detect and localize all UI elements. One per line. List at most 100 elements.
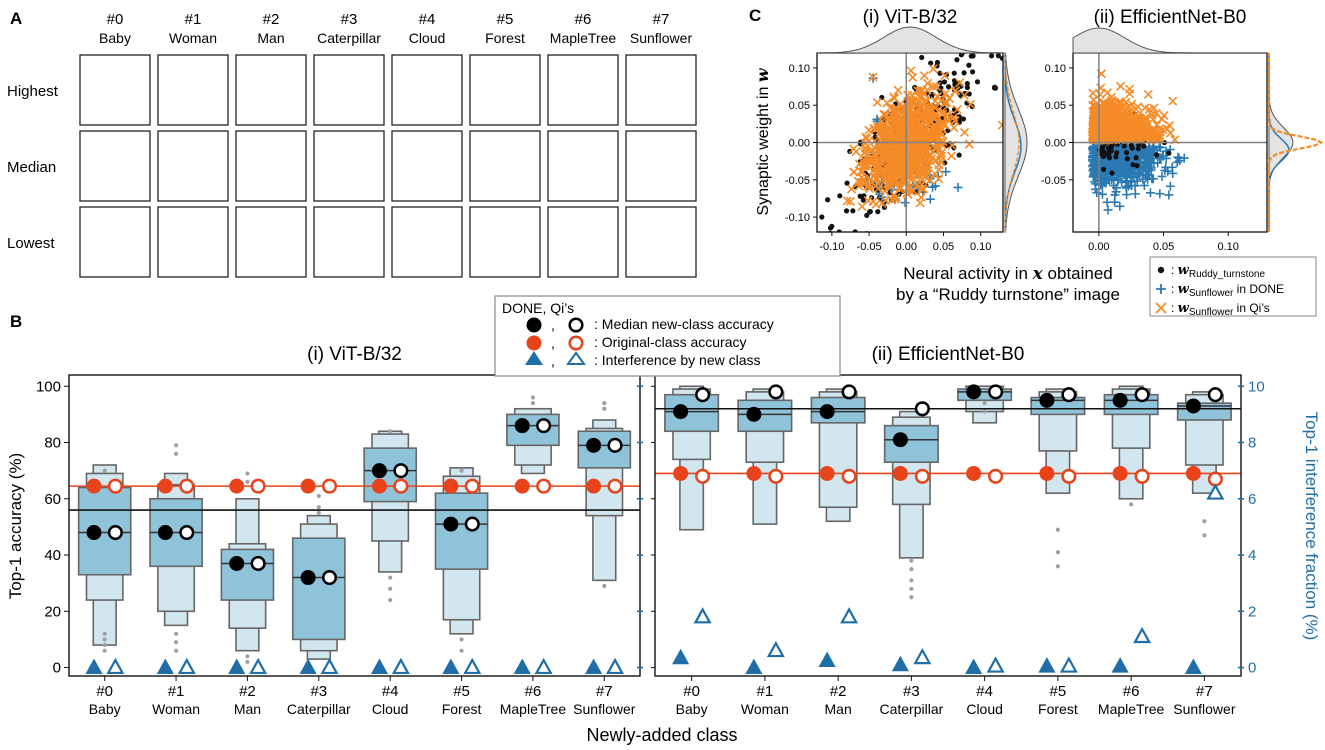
interference-done xyxy=(672,648,690,665)
x-tick-number: #0 xyxy=(683,683,700,700)
point-sunflower-qi xyxy=(1164,120,1175,130)
outlier-point xyxy=(245,479,250,484)
point-sunflower-qi xyxy=(908,186,918,196)
x-tick-label: 0.05 xyxy=(1153,241,1174,253)
box-level-2 xyxy=(883,424,939,464)
image-slot xyxy=(625,54,697,126)
point-sunflower-qi xyxy=(917,183,927,194)
point-sunflower-done xyxy=(1142,170,1152,180)
panel-b-legend: DONE, Qi’s,: Median new-class accuracy,:… xyxy=(494,295,841,377)
legend-colon: : xyxy=(1171,263,1178,277)
point-sunflower-qi xyxy=(1089,125,1099,135)
outlier-point xyxy=(909,567,914,572)
point-sunflower-qi xyxy=(907,115,917,125)
point-ruddy xyxy=(847,148,853,154)
point-sunflower-qi xyxy=(860,161,870,172)
point-ruddy xyxy=(995,53,1001,59)
legend-entry: : wRuddy_turnstone xyxy=(1171,263,1265,280)
legend-entry-text: : Interference by new class xyxy=(594,352,761,368)
median-accuracy-done xyxy=(1039,392,1055,408)
panel-b-label: B xyxy=(10,312,22,331)
point-sunflower-qi xyxy=(879,151,889,161)
point-ruddy xyxy=(1166,150,1172,156)
point-sunflower-qi xyxy=(880,141,891,151)
class-number-2: #2 xyxy=(263,11,280,28)
point-ruddy xyxy=(1101,150,1107,156)
point-sunflower-qi xyxy=(1147,132,1157,142)
interference-qi xyxy=(463,657,482,675)
x-tick-name: Forest xyxy=(1038,701,1078,717)
box-level-2 xyxy=(506,413,560,447)
median-accuracy-done xyxy=(673,404,689,420)
image-slot xyxy=(79,206,151,278)
interference-qi xyxy=(1059,656,1078,673)
point-sunflower-qi xyxy=(1140,103,1150,113)
x-tick-number: #0 xyxy=(96,683,113,700)
point-ruddy xyxy=(1113,154,1119,160)
legend-sub: Ruddy_turnstone xyxy=(1189,269,1266,280)
original-accuracy-done xyxy=(892,465,908,481)
median-accuracy-done xyxy=(746,406,762,422)
box-level-2 xyxy=(664,393,720,433)
panel-c: C (i) ViT-B/32 -0.10 -0.05 0.00 0.05 0.10 -0.10… xyxy=(749,6,1324,318)
interference-qi xyxy=(106,657,125,675)
legend-title: DONE, Qi’s xyxy=(502,300,574,316)
panel-c-legend: : wRuddy_turnstone: wSunflower in DONE: … xyxy=(1149,256,1317,318)
point-ruddy xyxy=(1134,162,1140,169)
x-tick-label: 0.00 xyxy=(1088,241,1109,253)
outlier-point xyxy=(245,659,250,665)
point-ruddy xyxy=(875,209,881,215)
point-sunflower-qi xyxy=(842,196,852,206)
point-sunflower-qi xyxy=(937,106,947,116)
interference-qi xyxy=(391,657,410,675)
point-sunflower-qi xyxy=(869,166,879,176)
point-sunflower-done xyxy=(1101,172,1111,182)
point-sunflower-done xyxy=(1121,176,1131,186)
point-ruddy xyxy=(852,229,858,232)
legend-suffix: in Qi’s xyxy=(1233,301,1269,315)
y-tick-label: 60 xyxy=(44,491,61,508)
class-name-1: Woman xyxy=(169,30,217,46)
class-number-3: #3 xyxy=(341,11,358,28)
original-accuracy-qi xyxy=(536,478,552,494)
outlier-point xyxy=(1202,519,1207,524)
class-name-7: Sunflower xyxy=(630,30,693,46)
original-accuracy-done xyxy=(443,478,459,494)
interference-qi xyxy=(606,657,625,675)
point-sunflower-done xyxy=(1115,201,1125,211)
marginal-right-gray xyxy=(1004,52,1028,233)
y2-tick-label: 6 xyxy=(1248,491,1256,508)
interference-qi xyxy=(177,657,196,675)
x-tick-label: 0.05 xyxy=(933,241,954,253)
outlier-point xyxy=(530,395,536,400)
original-accuracy-qi xyxy=(695,468,711,484)
point-sunflower-qi xyxy=(936,151,946,161)
y2-tick-label: 2 xyxy=(1248,603,1256,620)
class-number-0: #0 xyxy=(107,11,124,28)
median-accuracy-qi xyxy=(914,401,930,417)
image-slot xyxy=(157,206,229,278)
original-accuracy-done xyxy=(966,465,982,481)
point-ruddy xyxy=(1108,148,1114,154)
interference-qi xyxy=(913,647,932,665)
point-sunflower-qi xyxy=(930,169,940,179)
interference-done xyxy=(85,658,103,675)
point-ruddy xyxy=(951,70,957,76)
original-accuracy-qi xyxy=(988,468,1004,484)
point-sunflower-done xyxy=(1175,156,1185,166)
point-sunflower-qi xyxy=(897,126,907,137)
point-sunflower-qi xyxy=(891,116,901,127)
point-sunflower-qi xyxy=(1142,123,1152,134)
legend-colon: : xyxy=(1171,301,1178,315)
point-sunflower-qi xyxy=(890,113,900,123)
scatter-y-title-var: w xyxy=(753,67,772,82)
point-ruddy xyxy=(934,59,941,66)
original-accuracy-qi xyxy=(914,468,930,484)
y-tick-label: 80 xyxy=(44,435,61,452)
box-level-2 xyxy=(291,537,346,641)
point-ruddy xyxy=(1141,143,1147,149)
point-ruddy xyxy=(966,62,972,68)
x-tick-name: Sunflower xyxy=(573,701,636,717)
outlier-point xyxy=(245,654,250,659)
